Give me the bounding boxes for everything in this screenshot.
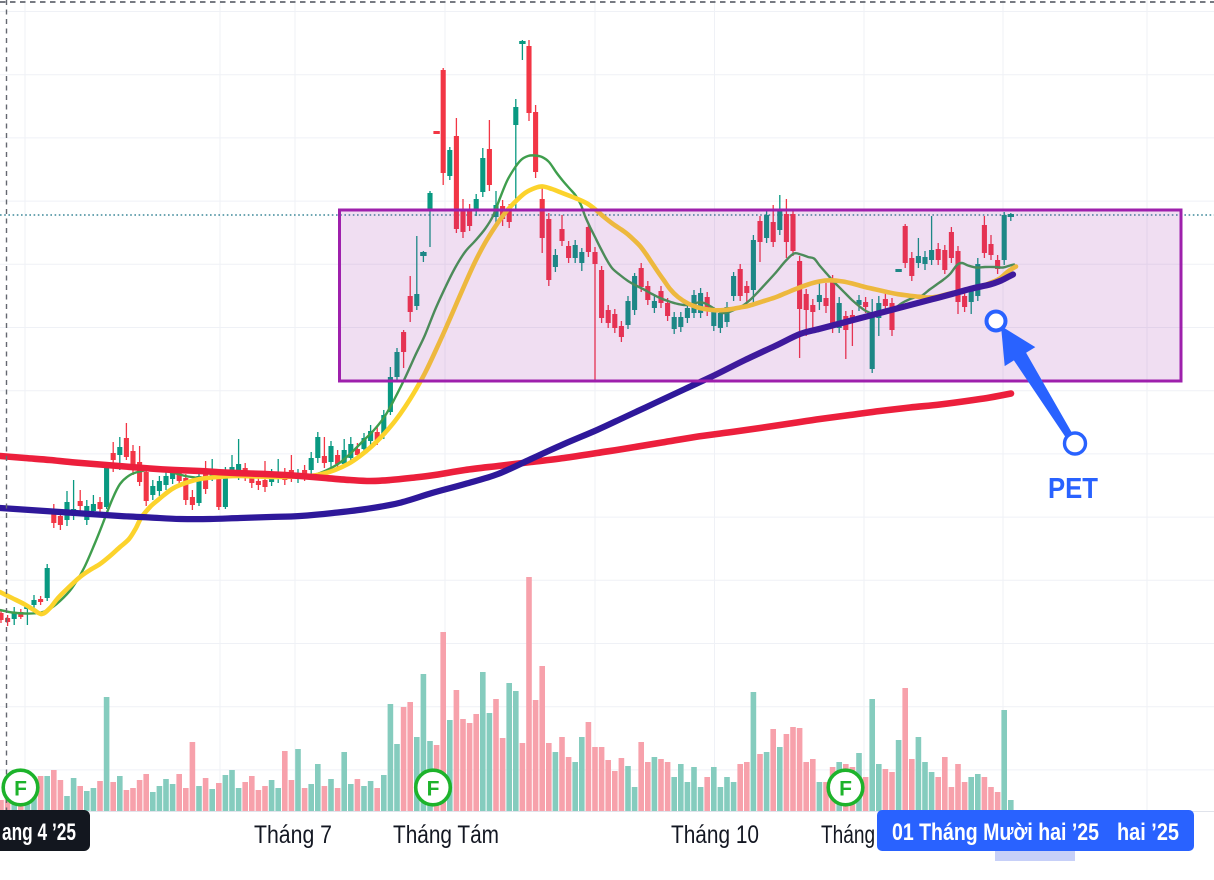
svg-text:Tháng 10: Tháng 10 (671, 821, 759, 849)
svg-text:Tháng Tám: Tháng Tám (393, 821, 499, 849)
svg-text:F: F (427, 778, 440, 801)
svg-text:F: F (839, 778, 852, 801)
svg-text:ang 4 ’25: ang 4 ’25 (2, 819, 76, 846)
svg-text:01 Tháng Mười hai ’25: 01 Tháng Mười hai ’25 (892, 819, 1099, 846)
svg-text:F: F (14, 778, 27, 801)
svg-text:hai ’25: hai ’25 (1117, 819, 1179, 846)
svg-text:PET: PET (1048, 473, 1098, 505)
svg-text:Tháng 7: Tháng 7 (254, 821, 332, 849)
